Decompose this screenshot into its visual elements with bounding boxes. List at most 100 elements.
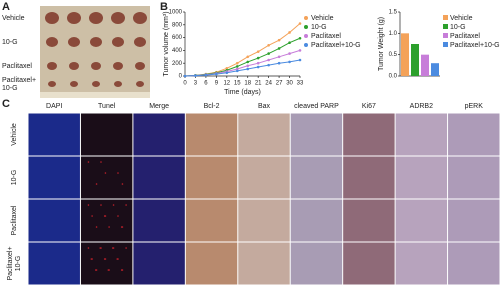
point	[204, 73, 208, 77]
x-tick-label: 0	[183, 81, 187, 87]
column-label: pERK	[465, 103, 484, 110]
tunel-dot	[107, 269, 110, 271]
point	[267, 43, 270, 47]
x-tick-label: 33	[297, 81, 304, 87]
bar	[431, 63, 439, 76]
legend-marker	[304, 16, 308, 20]
y-tick-label: 0.5	[389, 52, 398, 58]
x-tick-label: 21	[255, 81, 262, 87]
tumor	[113, 62, 123, 70]
tunel-dot	[94, 269, 97, 271]
point	[298, 49, 302, 52]
x-tick-label: 27	[276, 81, 283, 87]
point	[246, 55, 250, 59]
tumor	[67, 12, 81, 24]
row-label: 10-G	[15, 256, 22, 272]
y-axis-label: Tumor Weight (g)	[378, 17, 385, 71]
tumor	[135, 62, 145, 70]
point	[298, 58, 302, 62]
micrograph	[185, 242, 238, 285]
panel-label: A	[2, 1, 10, 13]
column-label: Bcl-2	[204, 103, 220, 110]
panel-label: B	[160, 1, 168, 13]
micrograph	[448, 156, 500, 199]
legend-label: Paclitaxel	[311, 33, 341, 40]
x-tick-label: 24	[265, 81, 272, 87]
x-tick-label: 12	[223, 81, 230, 87]
micrograph	[290, 242, 343, 285]
micrograph	[28, 113, 80, 156]
micrograph	[133, 199, 185, 242]
point	[277, 61, 281, 65]
column-label: cleaved PARP	[294, 103, 339, 110]
point	[194, 74, 197, 77]
tunel-dot	[87, 161, 90, 163]
tunel-dot	[112, 204, 115, 206]
legend-label: Paclitaxel+10-G	[450, 42, 500, 49]
column-label: Ki67	[362, 103, 376, 110]
bar	[421, 54, 429, 76]
micrograph	[80, 242, 133, 285]
legend-label: 10-G	[311, 24, 327, 31]
point	[183, 74, 187, 78]
y-tick-label: 1000	[169, 10, 183, 16]
point	[298, 22, 302, 25]
tumor	[111, 12, 125, 24]
tumor	[48, 81, 56, 87]
micrograph	[133, 113, 185, 156]
legend-swatch	[443, 42, 448, 47]
tumor	[91, 62, 101, 70]
tumor	[112, 37, 124, 47]
axis	[184, 12, 300, 77]
y-tick-label: 1.0	[389, 31, 398, 37]
group-label: 10-G	[2, 85, 18, 92]
micrograph	[448, 199, 500, 242]
micrograph	[343, 156, 395, 199]
point	[225, 71, 229, 75]
row-label: Paclitaxel+	[7, 246, 14, 280]
point	[277, 55, 281, 59]
tunel-dot	[104, 172, 107, 174]
column-label: DAPI	[46, 103, 62, 110]
group-label: Paclitaxel	[2, 63, 32, 70]
column-label: Merge	[149, 103, 169, 110]
micrograph	[238, 242, 290, 285]
x-tick-label: 18	[244, 81, 251, 87]
point	[256, 56, 260, 60]
micrograph	[80, 199, 133, 242]
micrograph	[28, 199, 80, 242]
tunel-dot	[116, 258, 119, 260]
tumor	[89, 12, 103, 24]
micrograph	[185, 199, 238, 242]
micrograph	[290, 113, 343, 156]
tunel-dot	[117, 172, 119, 174]
tunel-dot	[103, 215, 106, 217]
micrograph	[80, 156, 133, 199]
legend-label: 10-G	[450, 24, 466, 31]
micrograph	[28, 156, 80, 199]
y-tick-label: 800	[172, 22, 183, 28]
tunel-dot	[117, 215, 119, 217]
row-label: 10-G	[11, 170, 18, 186]
bar	[401, 33, 409, 76]
tumor	[47, 62, 57, 70]
y-axis-label: Tumor volume (mm³)	[163, 11, 170, 76]
micrograph	[343, 113, 395, 156]
tumor	[92, 81, 100, 87]
tunel-dot	[108, 226, 110, 228]
micrograph	[448, 113, 500, 156]
y-tick-label: 0	[179, 74, 183, 80]
tumor	[46, 37, 58, 47]
legend-marker	[304, 34, 308, 38]
x-tick-label: 6	[204, 81, 208, 87]
tunel-dot	[111, 247, 114, 249]
row-label: Paclitaxel	[11, 205, 18, 235]
tunel-dot	[125, 247, 127, 249]
point	[246, 67, 250, 71]
point	[246, 60, 250, 64]
y-tick-label: 600	[172, 35, 183, 41]
x-axis-label: Time (days)	[224, 89, 261, 96]
tumor	[69, 62, 79, 70]
tunel-dot	[87, 247, 90, 249]
